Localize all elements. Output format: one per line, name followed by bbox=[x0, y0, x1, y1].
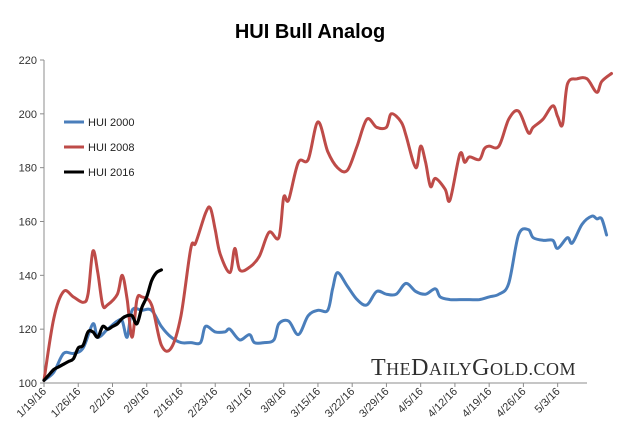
x-tick-label: 2/16/16 bbox=[152, 386, 186, 420]
chart-title: HUI Bull Analog bbox=[235, 21, 385, 43]
series-line-hui-2008 bbox=[42, 72, 613, 382]
x-tick-label: 4/5/16 bbox=[396, 386, 426, 416]
series-line-hui-2016 bbox=[42, 268, 163, 382]
y-tick-labels: 100 120 140 160 180 200 220 bbox=[19, 55, 44, 390]
y-tick-label: 100 bbox=[19, 378, 37, 390]
y-tick-label: 160 bbox=[19, 217, 37, 229]
legend: HUI 2000 HUI 2008 HUI 2016 bbox=[64, 117, 134, 179]
x-tick-label: 2/23/16 bbox=[186, 386, 220, 420]
x-tick-label: 3/22/16 bbox=[323, 386, 357, 420]
legend-label-hui-2000: HUI 2000 bbox=[88, 117, 134, 129]
x-tick-label: 1/19/16 bbox=[15, 386, 49, 420]
legend-label-hui-2016: HUI 2016 bbox=[88, 167, 134, 179]
x-tick-label: 4/26/16 bbox=[494, 386, 528, 420]
x-tick-label: 3/1/16 bbox=[224, 386, 254, 416]
y-tick-label: 200 bbox=[19, 109, 37, 121]
watermark-logo: THEDAILYGOLD.COM bbox=[371, 355, 576, 381]
x-tick-label: 2/2/16 bbox=[87, 386, 117, 416]
x-tick-label: 1/26/16 bbox=[49, 386, 83, 420]
x-tick-label: 3/29/16 bbox=[357, 386, 391, 420]
x-tick-label: 3/8/16 bbox=[259, 386, 289, 416]
x-tick-label: 2/9/16 bbox=[122, 386, 152, 416]
x-tick-label: 3/15/16 bbox=[289, 386, 323, 420]
series-lines bbox=[42, 72, 613, 382]
y-tick-label: 120 bbox=[19, 324, 37, 336]
x-tick-label: 4/12/16 bbox=[426, 386, 460, 420]
series-line-hui-2000 bbox=[42, 214, 609, 382]
x-tick-label: 5/3/16 bbox=[533, 386, 563, 416]
y-tick-label: 180 bbox=[19, 163, 37, 175]
y-tick-label: 220 bbox=[19, 55, 37, 67]
x-tick-label: 4/19/16 bbox=[460, 386, 494, 420]
x-tick-labels: 1/19/16 1/26/16 2/2/16 2/9/16 2/16/16 2/23/16… bbox=[15, 383, 563, 420]
y-tick-label: 140 bbox=[19, 270, 37, 282]
legend-label-hui-2008: HUI 2008 bbox=[88, 142, 134, 154]
